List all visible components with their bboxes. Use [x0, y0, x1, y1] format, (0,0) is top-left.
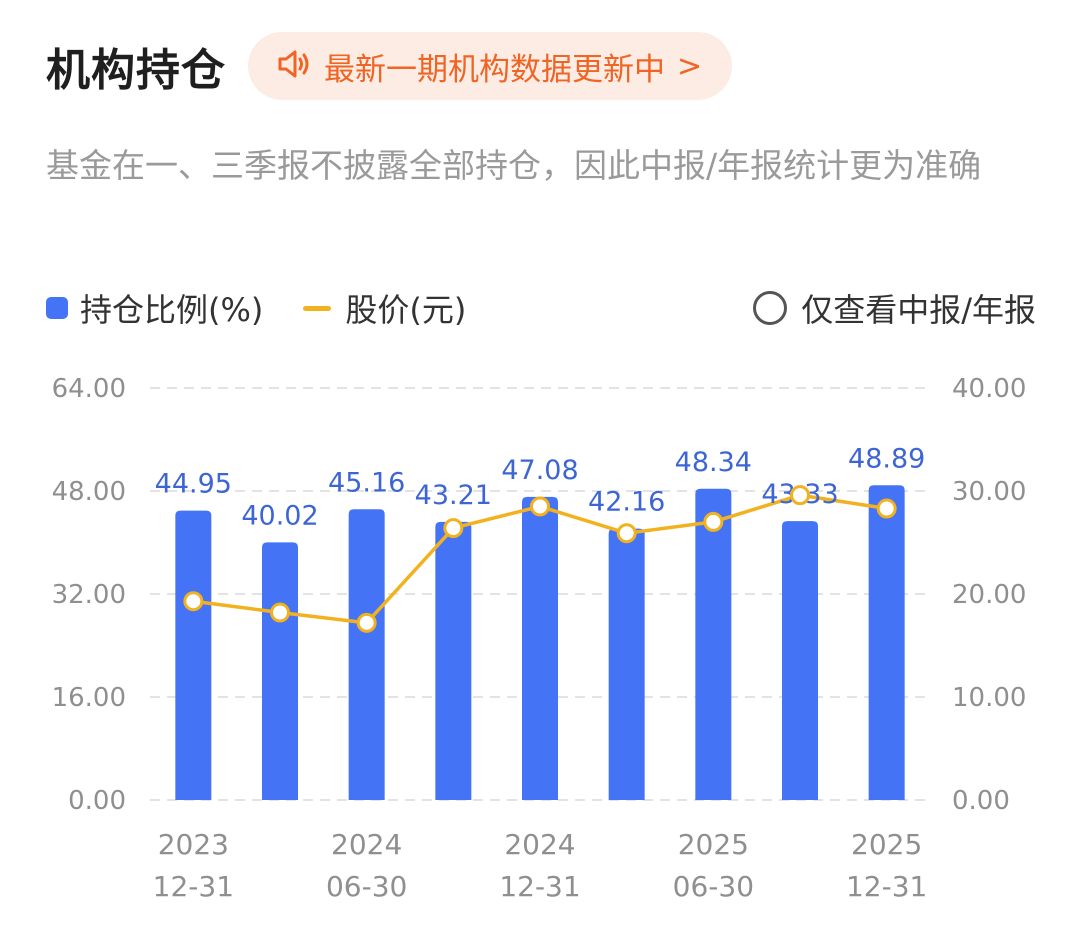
price-point	[530, 496, 550, 517]
legend-item-holding: 持仓比例(%)	[46, 285, 263, 331]
radio-unchecked-icon[interactable]	[753, 291, 788, 325]
bar	[868, 485, 905, 800]
speaker-icon	[274, 44, 324, 88]
y-right-tick-label: 30.00	[952, 477, 1026, 507]
bar-value-label: 43.21	[415, 480, 492, 511]
price-point	[443, 518, 464, 539]
description-text: 基金在一、三季报不披露全部持仓，因此中报/年报统计更为准确	[46, 146, 982, 185]
x-tick-label: 12-31	[846, 870, 927, 903]
x-tick-label: 12-31	[153, 870, 234, 903]
bar-value-label: 44.95	[155, 469, 232, 500]
price-point	[270, 602, 290, 623]
bar-value-label: 42.16	[588, 487, 665, 518]
x-tick-label: 2025	[678, 828, 749, 861]
y-right-tick-label: 40.00	[952, 374, 1026, 404]
y-left-tick-label: 16.00	[52, 683, 126, 713]
bar-value-label: 45.16	[328, 467, 405, 498]
legend-price-label: 股价(元)	[345, 291, 467, 329]
price-point	[703, 511, 724, 532]
bar	[262, 542, 298, 800]
update-notice-button[interactable]: 最新一期机构数据更新中 >	[248, 32, 733, 100]
report-filter-toggle[interactable]: 仅查看中报/年报	[753, 285, 1036, 331]
x-tick-label: 2024	[504, 828, 575, 861]
y-left-tick-label: 64.00	[52, 374, 126, 404]
line-swatch-icon	[303, 305, 332, 311]
bar	[522, 496, 558, 800]
bar	[435, 521, 472, 800]
holding-chart: 0.00 16.00 32.00 48.00 64.00 0.00 10.00 20.00 30…	[52, 374, 1027, 903]
bar-value-label: 40.02	[241, 500, 318, 531]
legend-holding-label: 持仓比例(%)	[80, 291, 264, 329]
y-left-tick-label: 48.00	[52, 477, 126, 507]
page-title: 机构持仓	[46, 45, 226, 96]
price-point	[876, 498, 897, 519]
x-tick-label: 06-30	[673, 870, 754, 903]
bar	[695, 488, 732, 800]
bar-value-label: 48.89	[848, 443, 925, 474]
bar-swatch-icon	[46, 297, 68, 319]
y-right-tick-label: 20.00	[952, 580, 1026, 610]
price-point	[616, 523, 637, 544]
price-point	[790, 485, 810, 506]
x-tick-label: 2023	[158, 828, 229, 861]
legend-item-price: 股价(元)	[303, 285, 466, 331]
y-right-tick-label: 10.00	[952, 683, 1026, 713]
header: 机构持仓 最新一期机构数据更新中 >	[46, 30, 733, 102]
y-left-tick-label: 0.00	[68, 786, 126, 816]
y-left-tick-label: 32.00	[52, 580, 126, 610]
bar-value-label: 47.08	[501, 455, 578, 486]
price-point	[356, 612, 377, 633]
x-tick-label: 06-30	[326, 870, 407, 903]
notice-text: 最新一期机构数据更新中	[324, 51, 665, 88]
bar	[782, 521, 818, 800]
report-filter-label: 仅查看中报/年报	[801, 291, 1036, 329]
bar-value-label: 48.34	[675, 447, 752, 478]
x-tick-label: 2024	[331, 828, 402, 861]
bar	[608, 528, 645, 800]
bar	[348, 509, 385, 800]
x-tick-label: 2025	[851, 828, 922, 861]
y-right-tick-label: 0.00	[952, 786, 1010, 816]
price-point	[183, 591, 204, 612]
chart-legend: 持仓比例(%) 股价(元) 仅查看中报/年报	[46, 284, 1036, 332]
x-tick-label: 12-31	[499, 870, 580, 903]
chevron-right-icon: >	[677, 48, 703, 84]
bar	[175, 510, 212, 800]
